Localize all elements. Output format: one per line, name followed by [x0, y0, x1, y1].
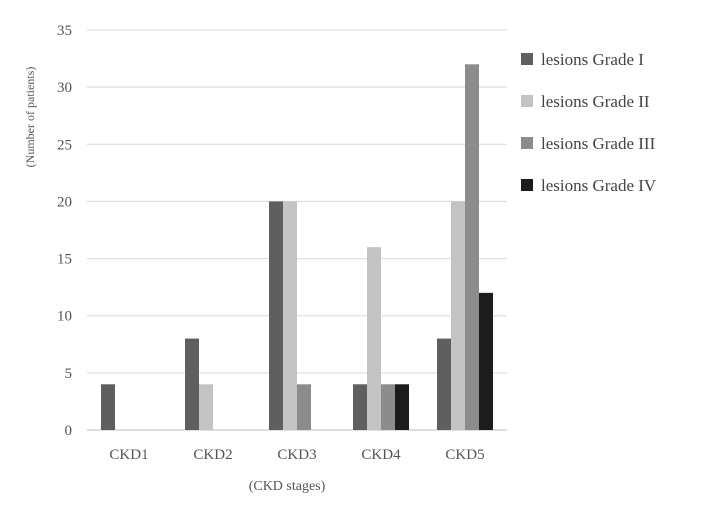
bars	[101, 64, 493, 431]
bar-ckd4-series-3	[381, 384, 395, 430]
x-tick-label: CKD3	[277, 447, 316, 463]
legend-swatch-1	[521, 53, 533, 65]
y-tick-label: 30	[57, 80, 72, 96]
legend-swatch-3	[521, 137, 533, 149]
bar-ckd5-series-3	[465, 64, 479, 431]
bar-ckd4-series-1	[353, 384, 367, 430]
y-tick-label: 25	[57, 137, 72, 153]
bar-ckd4-series-4	[395, 384, 409, 430]
legend-label-1: lesions Grade I	[541, 50, 644, 69]
y-tick-label: 20	[57, 194, 72, 210]
bar-ckd3-series-1	[269, 201, 283, 430]
y-tick-label: 5	[65, 366, 73, 382]
y-tick-label: 35	[57, 23, 72, 39]
bar-ckd2-series-1	[185, 338, 199, 430]
x-tick-label: CKD5	[445, 447, 484, 463]
bar-ckd3-series-3	[297, 384, 311, 430]
legend-swatch-4	[521, 179, 533, 191]
legend-swatch-2	[521, 95, 533, 107]
bar-ckd5-series-1	[437, 338, 451, 430]
legend: lesions Grade I lesions Grade II lesions G…	[521, 50, 657, 195]
bar-ckd1-series-1	[101, 384, 115, 430]
bar-ckd5-series-4	[479, 292, 493, 430]
bar-ckd5-series-2	[451, 201, 465, 430]
legend-label-4: lesions Grade IV	[541, 176, 657, 195]
y-tick-label: 0	[65, 423, 73, 439]
y-tick-label: 10	[57, 309, 72, 325]
axes: (CKD stages) (Number of patients) 0 5 10 15…	[23, 23, 485, 494]
y-axis-title: (Number of patients)	[23, 67, 37, 168]
x-tick-label: CKD2	[193, 447, 232, 463]
y-tick-label: 15	[57, 252, 72, 268]
x-tick-label: CKD1	[109, 447, 148, 463]
x-axis-title: (CKD stages)	[249, 479, 326, 494]
bar-ckd3-series-2	[283, 201, 297, 430]
bar-ckd4-series-2	[367, 247, 381, 430]
legend-label-3: lesions Grade III	[541, 134, 656, 153]
x-tick-label: CKD4	[361, 447, 401, 463]
bar-ckd2-series-2	[199, 384, 213, 430]
legend-label-2: lesions Grade II	[541, 92, 650, 111]
